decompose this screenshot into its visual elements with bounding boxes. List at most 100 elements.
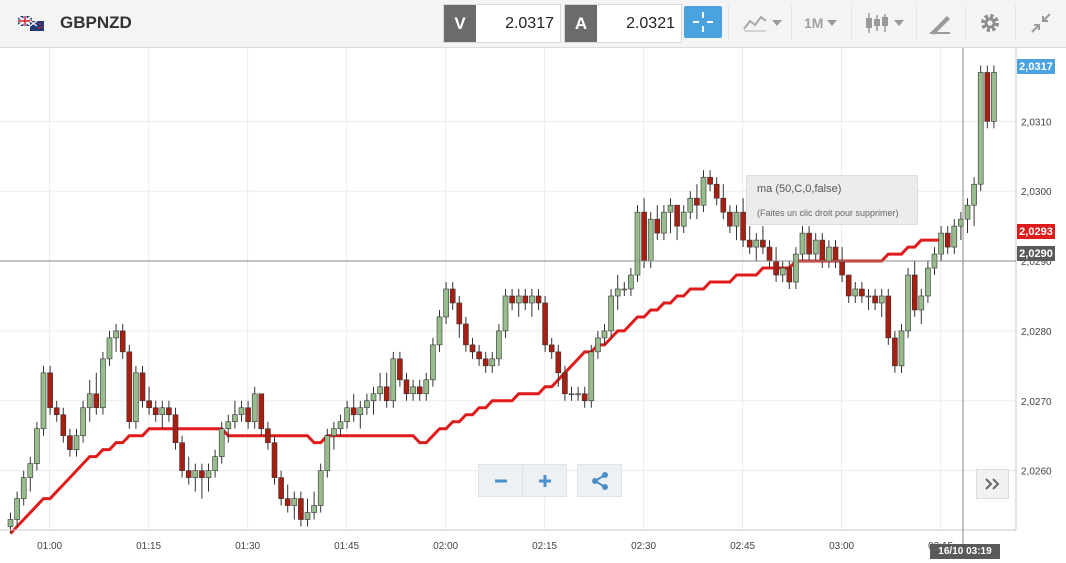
ask-quote-button[interactable]: A 2.0321 xyxy=(564,4,682,43)
candle xyxy=(905,268,911,338)
candle xyxy=(482,351,489,373)
x-tick-label: 01:30 xyxy=(235,541,260,552)
x-tick-label: 01:00 xyxy=(37,541,62,552)
x-tick-label: 01:45 xyxy=(334,541,359,552)
candle xyxy=(581,386,588,408)
candle xyxy=(918,289,925,324)
candle xyxy=(614,275,621,310)
zoom-in-button[interactable] xyxy=(522,465,566,496)
candle xyxy=(654,205,661,241)
candle xyxy=(568,386,575,401)
candle xyxy=(232,400,238,429)
candle xyxy=(317,463,324,513)
candle xyxy=(634,205,641,283)
candle xyxy=(443,282,449,324)
candle xyxy=(694,184,700,220)
candle xyxy=(139,365,146,408)
candle xyxy=(364,393,370,415)
crosshair-price-tag: 2,0290 xyxy=(1017,246,1055,261)
chart-type-menu[interactable] xyxy=(742,6,782,40)
candle xyxy=(86,379,93,422)
y-tick-label: 2,0290 xyxy=(1021,257,1052,268)
candle xyxy=(205,463,212,492)
candle xyxy=(27,456,34,492)
candle xyxy=(251,386,258,429)
candle xyxy=(218,421,225,464)
candle xyxy=(951,219,958,255)
candle xyxy=(872,289,878,310)
bid-quote-button[interactable]: V 2.0317 xyxy=(443,4,561,43)
candle xyxy=(793,247,799,289)
zoom-out-button[interactable] xyxy=(479,465,522,496)
x-tick-label: 02:45 xyxy=(730,541,755,552)
share-button[interactable] xyxy=(578,465,621,496)
instrument-symbol: GBPNZD xyxy=(60,13,132,32)
crosshair-icon xyxy=(693,12,713,32)
ask-tag: A xyxy=(565,5,597,42)
candle xyxy=(463,316,469,352)
candle xyxy=(779,261,786,283)
candle xyxy=(278,470,284,506)
bid-value: 2.0317 xyxy=(505,14,554,32)
x-tick-label: 02:15 xyxy=(532,541,557,552)
candle xyxy=(344,400,350,429)
candle xyxy=(647,212,654,269)
candle xyxy=(100,351,106,415)
candle xyxy=(515,289,522,317)
candle xyxy=(20,470,27,506)
candle xyxy=(337,414,344,436)
candle xyxy=(522,289,529,310)
candle xyxy=(370,386,377,415)
bid-tag: V xyxy=(444,5,476,42)
candle xyxy=(713,177,720,206)
candle xyxy=(73,428,80,457)
price-chart[interactable]: 2,0260 2,0270 2,0280 2,0290 2,0300 2,0310 01:0… xyxy=(0,48,1066,563)
candle xyxy=(489,351,496,373)
candle xyxy=(403,372,410,401)
candle xyxy=(225,414,232,443)
candle xyxy=(80,400,86,443)
candle xyxy=(991,65,997,129)
candle xyxy=(397,351,403,387)
y-tick-label: 2,0260 xyxy=(1021,467,1052,478)
candle xyxy=(106,330,113,366)
collapse-button[interactable] xyxy=(1030,6,1052,40)
collapse-arrows-icon xyxy=(1031,13,1051,33)
candle xyxy=(311,491,317,520)
candle xyxy=(977,65,984,192)
candle xyxy=(529,289,535,317)
candle xyxy=(733,205,740,241)
candle xyxy=(284,484,291,513)
candle xyxy=(476,344,482,366)
candle xyxy=(746,226,753,255)
candle xyxy=(608,289,614,338)
candle xyxy=(304,498,311,527)
settings-button[interactable] xyxy=(978,6,1002,40)
candle xyxy=(430,337,436,387)
crosshair-button[interactable] xyxy=(684,6,722,38)
drawing-tools-button[interactable] xyxy=(928,6,952,40)
candle xyxy=(423,372,430,401)
candle xyxy=(179,435,185,478)
line-chart-icon xyxy=(743,15,767,32)
top-toolbar: GBPNZD V 2.0317 A 2.0321 1M xyxy=(0,0,1066,48)
candle xyxy=(93,372,100,415)
candle xyxy=(535,289,542,310)
candle xyxy=(925,261,931,303)
share-icon xyxy=(591,471,608,490)
candle-style-menu[interactable] xyxy=(864,6,904,40)
scroll-to-latest-button[interactable] xyxy=(976,469,1009,499)
candle xyxy=(740,198,746,248)
candle xyxy=(621,282,628,296)
candle xyxy=(331,421,337,450)
candle xyxy=(113,323,119,352)
timeframe-selector[interactable]: 1M xyxy=(804,6,838,40)
candle xyxy=(34,421,40,471)
y-tick-label: 2,0300 xyxy=(1021,187,1052,198)
candle xyxy=(971,177,977,227)
candle xyxy=(898,323,905,373)
candle xyxy=(126,344,133,429)
double-chevron-right-icon xyxy=(984,478,999,490)
candlestick-icon xyxy=(866,13,888,33)
ma-value-tag: 2,0293 xyxy=(1017,224,1055,239)
